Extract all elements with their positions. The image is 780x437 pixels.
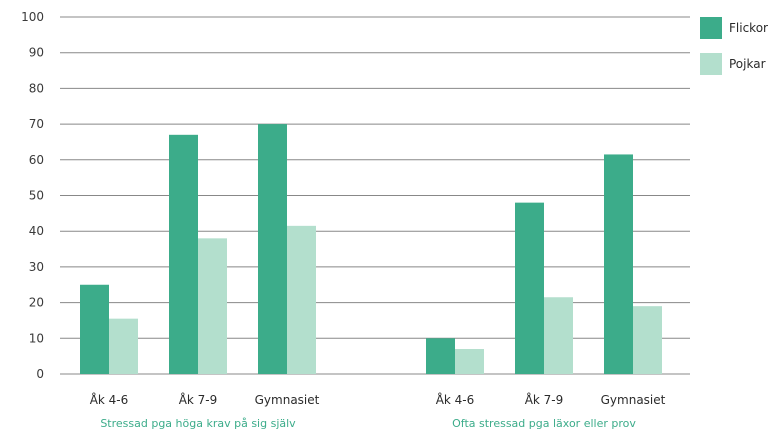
group-label: Stressad pga höga krav på sig själv xyxy=(100,417,296,430)
category-labels: Åk 4-6 Åk 7-9 Gymnasiet Åk 4-6 Åk 7-9 Gymnasi… xyxy=(90,392,666,407)
category-label: Åk 4-6 xyxy=(90,392,129,407)
y-tick-label: 60 xyxy=(29,153,44,167)
y-tick-label: 70 xyxy=(29,117,44,131)
y-tick-label: 30 xyxy=(29,260,44,274)
category-label: Åk 7-9 xyxy=(525,392,564,407)
bar-flickor xyxy=(258,124,287,374)
legend-label-pojkar: Pojkar xyxy=(729,57,766,71)
y-axis-tick-labels: 0 10 20 30 40 50 60 70 80 90 100 xyxy=(21,10,44,381)
bar-flickor xyxy=(80,284,109,374)
y-tick-label: 50 xyxy=(29,189,44,203)
y-tick-label: 0 xyxy=(36,367,44,381)
bar-pojkar xyxy=(287,225,316,374)
legend-swatch-pojkar xyxy=(700,53,722,75)
y-tick-label: 40 xyxy=(29,224,44,238)
bar-flickor xyxy=(169,134,198,374)
bar-pojkar xyxy=(198,238,227,374)
y-tick-label: 90 xyxy=(29,46,44,60)
legend: Flickor Pojkar xyxy=(700,17,768,75)
bar-pojkar xyxy=(633,306,662,374)
category-label: Åk 7-9 xyxy=(179,392,218,407)
gridlines xyxy=(60,16,690,375)
bar-pojkar xyxy=(109,318,138,374)
bars xyxy=(80,124,662,374)
bar-flickor xyxy=(426,338,455,374)
bar-flickor xyxy=(515,202,544,374)
y-tick-label: 20 xyxy=(29,296,44,310)
y-tick-label: 10 xyxy=(29,331,44,345)
category-label: Gymnasiet xyxy=(255,393,320,407)
bar-pojkar xyxy=(455,349,484,374)
bar-pojkar xyxy=(544,297,573,374)
category-label: Gymnasiet xyxy=(601,393,666,407)
category-label: Åk 4-6 xyxy=(436,392,475,407)
legend-swatch-flickor xyxy=(700,17,722,39)
y-tick-label: 100 xyxy=(21,10,44,24)
legend-label-flickor: Flickor xyxy=(729,21,768,35)
y-tick-label: 80 xyxy=(29,81,44,95)
group-label: Ofta stressad pga läxor eller prov xyxy=(452,417,636,430)
group-labels: Stressad pga höga krav på sig själv Ofta … xyxy=(100,417,636,430)
bar-flickor xyxy=(604,154,633,374)
